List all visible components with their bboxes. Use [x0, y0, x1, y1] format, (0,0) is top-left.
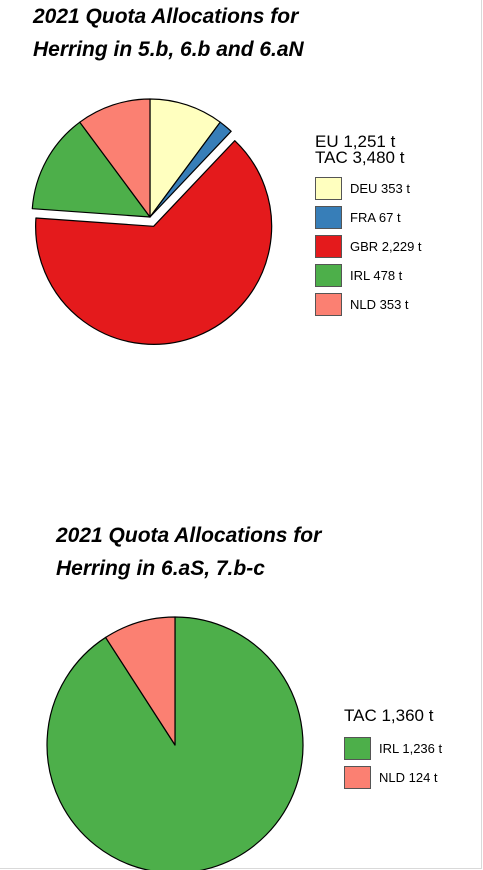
pie-slice-nld	[105, 616, 176, 746]
legend-item-irl: IRL 1,236 t	[344, 734, 442, 763]
pie-slice-nld	[79, 98, 151, 218]
chart-1-legend: EU 1,251 t TAC 3,480 t DEU 353 t FRA 67 t…	[315, 132, 422, 319]
legend-item-nld: NLD 124 t	[344, 763, 442, 792]
chart-2-legend: TAC 1,360 t IRL 1,236 t NLD 124 t	[344, 706, 442, 792]
legend-label-nld: NLD 124 t	[379, 770, 438, 785]
legend-item-irl: IRL 478 t	[315, 261, 422, 290]
legend-swatch-gbr	[315, 235, 342, 258]
chart-1-pie	[31, 98, 273, 345]
chart-1-legend-tac: TAC 3,480 t	[315, 148, 405, 167]
legend-swatch-fra	[315, 206, 342, 229]
legend-item-gbr: GBR 2,229 t	[315, 232, 422, 261]
chart-1-title-line-1: 2021 Quota Allocations for	[33, 5, 299, 28]
chart-2-legend-tac: TAC 1,360 t	[344, 706, 434, 725]
chart-2-title-line-2: Herring in 6.aS, 7.b-c	[56, 557, 265, 580]
pie-slice-fra	[149, 121, 232, 218]
pie-slice-deu	[149, 98, 221, 218]
legend-swatch-nld	[344, 766, 371, 789]
legend-label-deu: DEU 353 t	[350, 181, 410, 196]
legend-label-irl: IRL 478 t	[350, 268, 403, 283]
legend-label-nld: NLD 353 t	[350, 297, 409, 312]
chart-1-title: 2021 Quota Allocations for Herring in 5.…	[33, 0, 304, 66]
pie-slice-gbr	[35, 140, 273, 345]
pie-slice-irl	[46, 616, 304, 870]
chart-2-title: 2021 Quota Allocations for Herring in 6.…	[56, 519, 321, 585]
legend-swatch-irl	[344, 737, 371, 760]
legend-swatch-deu	[315, 177, 342, 200]
legend-label-gbr: GBR 2,229 t	[350, 239, 422, 254]
legend-item-fra: FRA 67 t	[315, 203, 422, 232]
legend-item-nld: NLD 353 t	[315, 290, 422, 319]
legend-swatch-irl	[315, 264, 342, 287]
chart-1-legend-eu: EU 1,251 t	[315, 132, 396, 151]
legend-swatch-nld	[315, 293, 342, 316]
legend-label-irl: IRL 1,236 t	[379, 741, 443, 756]
legend-item-deu: DEU 353 t	[315, 174, 422, 203]
chart-2-pie	[46, 616, 304, 870]
legend-label-fra: FRA 67 t	[350, 210, 401, 225]
chart-1-title-line-2: Herring in 5.b, 6.b and 6.aN	[33, 38, 304, 61]
chart-2-title-line-1: 2021 Quota Allocations for	[56, 524, 322, 547]
pie-slice-irl	[31, 121, 151, 218]
